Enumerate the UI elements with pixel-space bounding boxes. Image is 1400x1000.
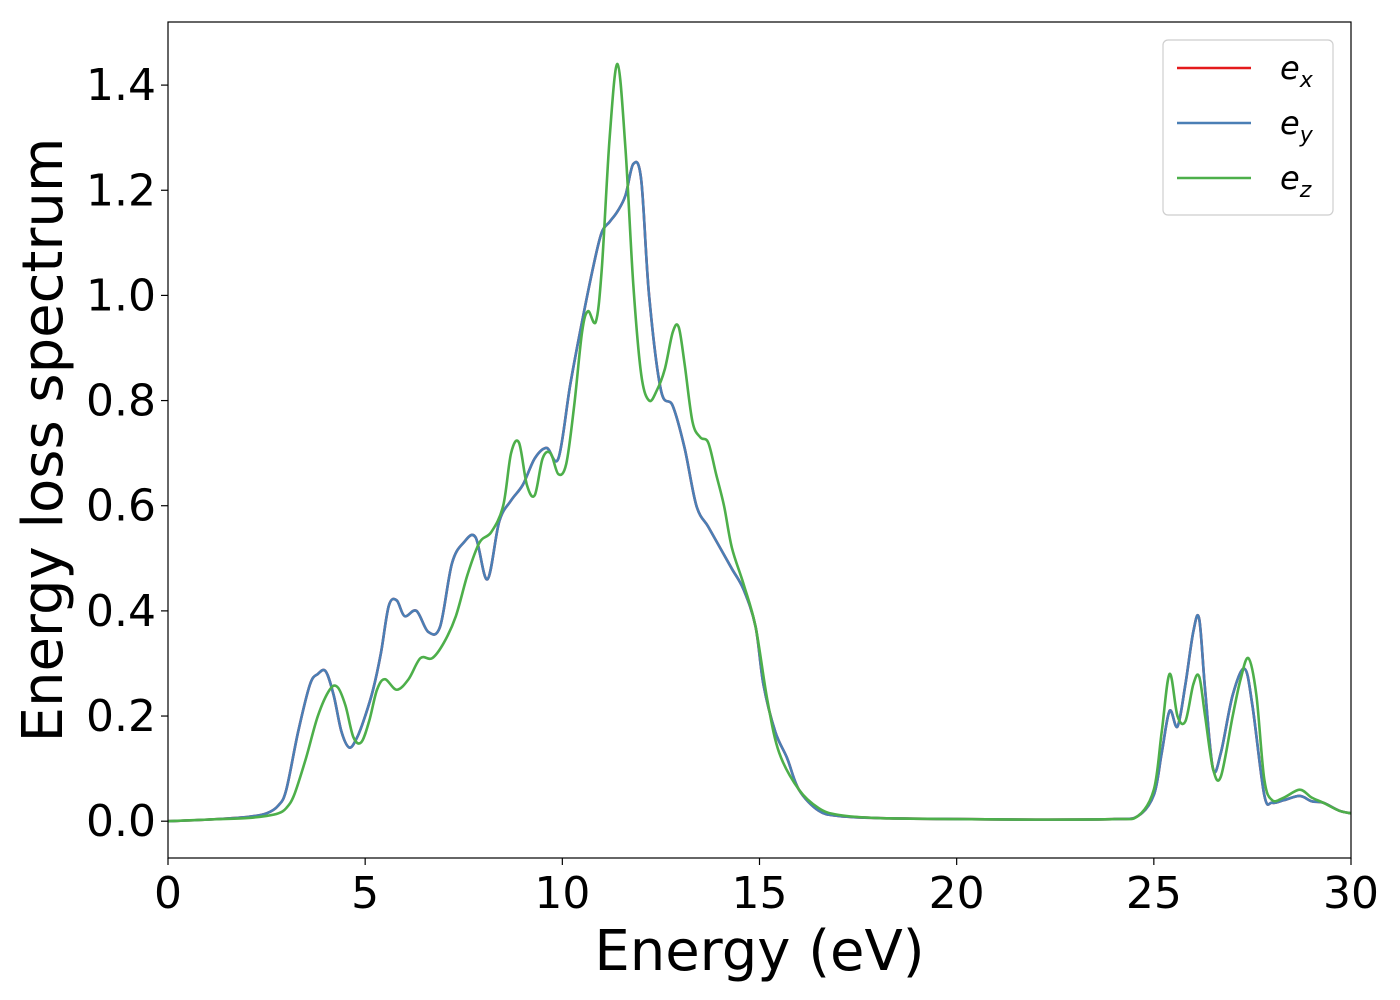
y-tick-label: 1.0: [86, 270, 156, 321]
y-tick-label: 1.2: [86, 165, 156, 216]
y-tick-label: 0.2: [86, 691, 156, 742]
x-tick-label: 20: [929, 868, 985, 919]
legend-box: [1162, 39, 1334, 216]
x-tick-label: 10: [534, 868, 590, 919]
x-tick-label: 15: [732, 868, 788, 919]
series-line-e-z: [167, 62, 1352, 823]
y-tick-label: 0.6: [86, 481, 156, 532]
x-tick-label: 0: [154, 868, 182, 919]
y-tick-label: 0.8: [86, 376, 156, 427]
plot-frame: [167, 21, 1352, 859]
series-line-e-y: [167, 160, 1352, 823]
y-ticks: 0.0 0.2 0.4 0.6 0.8 1.0 1.2 1.4: [86, 60, 168, 847]
series-layer: [167, 62, 1352, 823]
x-tick-label: 30: [1323, 868, 1379, 919]
x-tick-label: 5: [351, 868, 379, 919]
x-ticks: 0 5 10 15 20 25 30: [154, 858, 1379, 919]
y-axis-label: Energy loss spectrum: [11, 138, 76, 743]
y-tick-label: 0.4: [86, 586, 156, 637]
y-tick-label: 0.0: [86, 796, 156, 847]
legend-label-y: ey: [1280, 104, 1314, 148]
y-tick-label: 1.4: [86, 60, 156, 111]
x-tick-label: 25: [1126, 868, 1182, 919]
x-axis-label: Energy (eV): [594, 919, 924, 984]
